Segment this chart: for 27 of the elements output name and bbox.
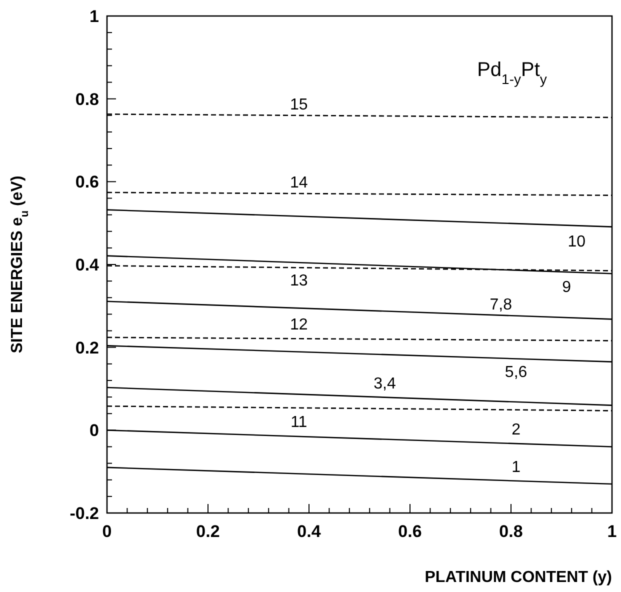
- x-tick-label: 1: [607, 522, 617, 541]
- x-tick-label: 0.6: [398, 522, 422, 541]
- series-label: 2: [512, 422, 521, 439]
- series-label: 5,6: [504, 364, 528, 381]
- y-tick-label: 0.4: [75, 256, 100, 274]
- series-label: 14: [290, 174, 308, 192]
- series-label: 13: [290, 272, 308, 290]
- series-label: 1: [512, 458, 521, 476]
- y-tick-label: 0.8: [75, 90, 99, 109]
- y-tick-label: 0.2: [75, 338, 99, 358]
- series-label: 11: [290, 414, 308, 431]
- annotation: Pd$_{1-y}$Pt$_{y}$: [477, 59, 547, 87]
- series-label: 10: [568, 234, 586, 251]
- x-tick-label: 0.2: [196, 522, 220, 541]
- series-label: 9: [562, 279, 572, 296]
- y-tick-label: 0.6: [75, 172, 99, 192]
- y-tick-label: -0.2: [70, 504, 99, 523]
- y-tick-label: 0: [90, 421, 99, 440]
- x-tick-label: 0.8: [499, 522, 523, 541]
- x-tick-label: 0.4: [297, 522, 322, 541]
- series-label: 15: [290, 96, 308, 114]
- x-axis-title: PLATINUM CONTENT (y): [424, 569, 612, 586]
- series-label: 3,4: [374, 375, 396, 392]
- x-tick-label: 0: [102, 522, 112, 541]
- y-tick-label: 1: [90, 7, 99, 26]
- series-label: 12: [290, 316, 308, 334]
- series-label: 7,8: [490, 296, 512, 314]
